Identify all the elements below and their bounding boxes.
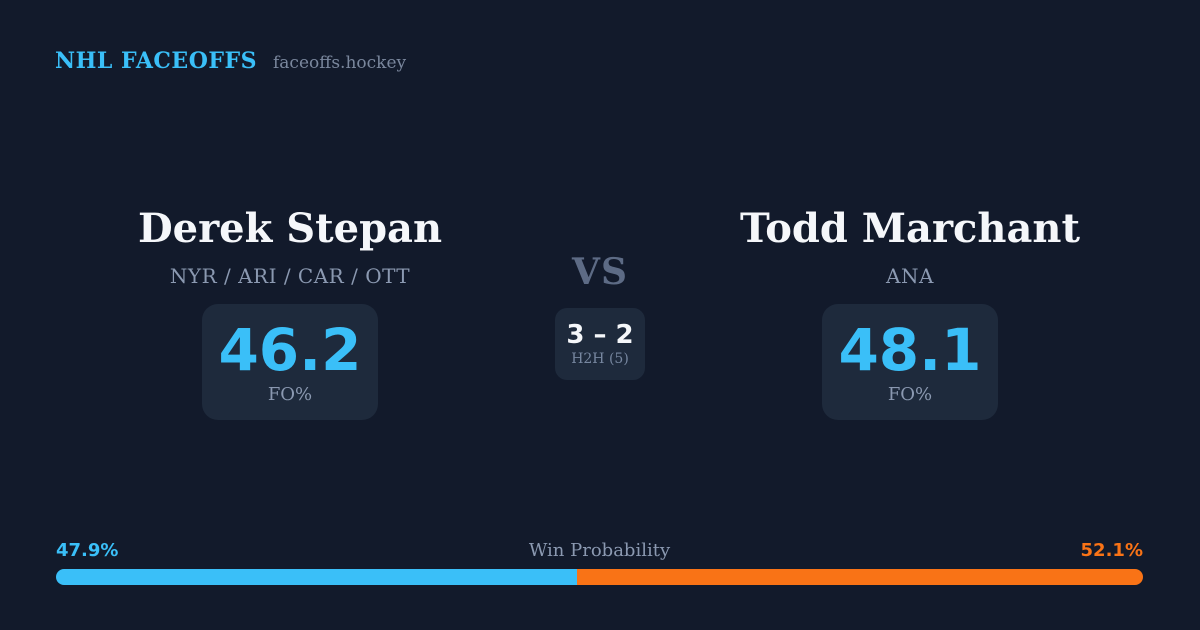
- win-probability-section: 47.9% Win Probability 52.1%: [56, 540, 1143, 585]
- player-right-fo-card: 48.1 FO%: [822, 304, 998, 420]
- win-bar-right: [576, 569, 1143, 585]
- player-left-teams: NYR / ARI / CAR / OTT: [169, 264, 411, 288]
- player-right-name: Todd Marchant: [740, 205, 1080, 252]
- player-right-fo-value: 48.1: [838, 315, 982, 384]
- player-left-fo-value: 46.2: [218, 315, 362, 384]
- vs-label: VS: [572, 251, 628, 293]
- h2h-label: H2H (5): [571, 351, 629, 367]
- matchup-center: VS 3 – 2 H2H (5): [500, 206, 700, 380]
- site-domain: faceoffs.hockey: [273, 53, 407, 73]
- player-right: Todd Marchant ANA 48.1 FO%: [620, 206, 1200, 420]
- player-left-fo-card: 46.2 FO%: [202, 304, 378, 420]
- win-probability-left-pct: 47.9%: [56, 540, 119, 561]
- h2h-card: 3 – 2 H2H (5): [555, 308, 645, 380]
- brand-title: NHL FACEOFFS: [55, 48, 257, 74]
- win-probability-bar: [56, 569, 1143, 585]
- player-left: Derek Stepan NYR / ARI / CAR / OTT 46.2 …: [0, 206, 580, 420]
- player-left-fo-label: FO%: [267, 383, 313, 405]
- player-left-name: Derek Stepan: [137, 205, 443, 252]
- win-probability-right-pct: 52.1%: [1080, 540, 1143, 561]
- player-right-teams: ANA: [886, 264, 934, 288]
- player-right-fo-label: FO%: [887, 383, 933, 405]
- header: NHL FACEOFFS faceoffs.hockey: [55, 48, 406, 74]
- win-bar-left: [56, 569, 577, 585]
- win-probability-labels: 47.9% Win Probability 52.1%: [56, 540, 1143, 562]
- win-probability-title: Win Probability: [528, 540, 671, 561]
- h2h-score: 3 – 2: [566, 320, 634, 350]
